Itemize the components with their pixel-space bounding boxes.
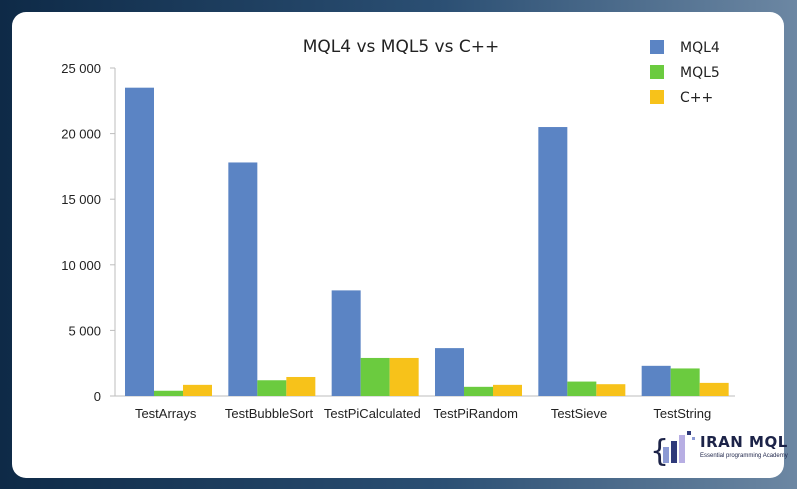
bar-mql4-teststring: [641, 365, 671, 396]
category-labels: TestArrays TestBubbleSort TestPiCalculated…: [135, 406, 711, 421]
bars: [125, 87, 729, 397]
legend-swatch: [650, 90, 664, 104]
bar-cpp-testsieve: [596, 384, 626, 396]
y-tick-label: 15 000: [61, 192, 101, 207]
legend: MQL4 MQL5 C++: [650, 40, 720, 106]
y-tick-label: 10 000: [61, 258, 101, 273]
category-label: TestPiRandom: [433, 406, 518, 421]
bar-mql5-testpicalculated: [360, 357, 390, 396]
bar-cpp-teststring: [699, 382, 729, 396]
bar-mql4-testpicalculated: [331, 290, 361, 396]
y-tick-label: 25 000: [61, 61, 101, 76]
category-label: TestBubbleSort: [225, 406, 314, 421]
bar-cpp-testpicalculated: [389, 357, 419, 396]
legend-label: MQL5: [680, 65, 720, 81]
bar-mql4-testsieve: [538, 127, 568, 396]
chart-title: MQL4 vs MQL5 vs C++: [303, 37, 499, 57]
category-label: TestArrays: [135, 406, 197, 421]
bar-mql5-testsieve: [567, 381, 597, 396]
bar-mql5-testpirandom: [464, 386, 493, 396]
logo-mark-icon: {: [650, 431, 695, 469]
category-label: TestSieve: [551, 406, 607, 421]
y-tick-label: 20 000: [61, 127, 101, 142]
logo-name: IRAN MQL: [700, 433, 788, 451]
legend-label: C++: [680, 90, 713, 106]
category-label: TestString: [653, 406, 711, 421]
iran-mql-logo: { IRAN MQL Essential programming Academy: [650, 425, 788, 473]
bar-mql5-testarrays: [154, 390, 183, 396]
bar-cpp-testpirandom: [493, 384, 522, 396]
bar-mql4-testpirandom: [435, 348, 464, 396]
legend-swatch: [650, 65, 664, 79]
bar-mql4-testarrays: [125, 87, 154, 397]
logo-tagline: Essential programming Academy: [700, 453, 788, 459]
bar-cpp-testbubblesort: [286, 376, 316, 396]
y-tick-label: 0: [94, 389, 101, 404]
y-ticks: 0 5 000 10 000 15 000 20 000 25 000: [61, 61, 115, 404]
category-label: TestPiCalculated: [324, 406, 421, 421]
legend-swatch: [650, 40, 664, 54]
legend-label: MQL4: [680, 40, 720, 56]
bar-mql5-testbubblesort: [257, 380, 287, 396]
y-tick-label: 5 000: [68, 323, 101, 338]
bar-mql5-teststring: [670, 368, 700, 396]
bar-cpp-testarrays: [183, 384, 212, 396]
bar-mql4-testbubblesort: [228, 162, 258, 396]
